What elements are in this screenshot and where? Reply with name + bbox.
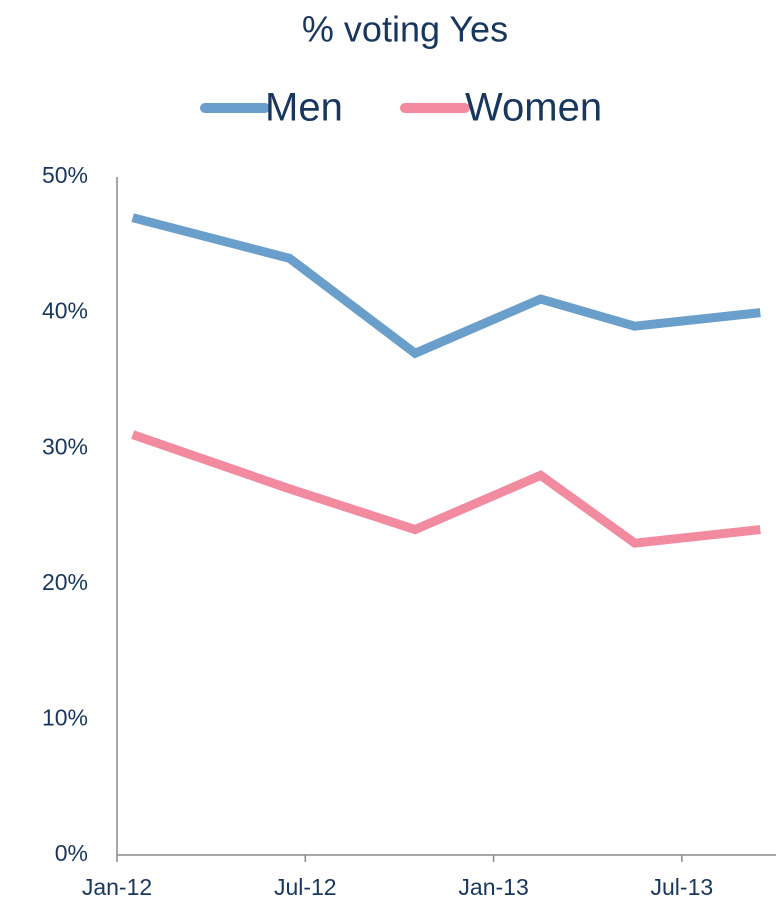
chart-title: % voting Yes — [302, 9, 508, 50]
series-line — [131, 213, 761, 359]
x-tick-label: Jul-12 — [274, 874, 337, 900]
y-tick-label: 40% — [42, 298, 88, 324]
y-tick-label: 20% — [42, 569, 88, 595]
legend-label: Men — [265, 86, 343, 130]
y-tick-label: 50% — [42, 162, 88, 188]
y-tick-label: 30% — [42, 433, 88, 459]
x-tick-label: Jan-13 — [458, 874, 528, 900]
x-tick-label: Jan-12 — [82, 874, 152, 900]
legend-label: Women — [465, 86, 602, 130]
series-line — [131, 430, 761, 548]
x-tick-label: Jul-13 — [651, 874, 714, 900]
y-tick-label: 10% — [42, 704, 88, 730]
y-tick-label: 0% — [55, 840, 88, 866]
